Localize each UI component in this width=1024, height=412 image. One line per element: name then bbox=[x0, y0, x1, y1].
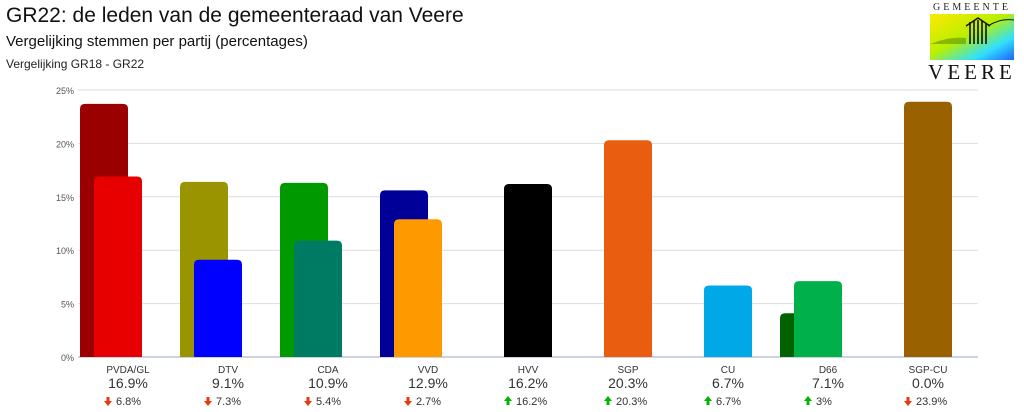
x-tick-label: CU bbox=[721, 365, 735, 376]
change-label: 2.7% bbox=[416, 396, 441, 408]
value-label: 6.7% bbox=[712, 375, 744, 391]
x-tick-label: CDA bbox=[317, 365, 338, 376]
x-tick-label: SGP-CU bbox=[909, 365, 948, 376]
chart-title: GR22: de leden van de gemeenteraad van V… bbox=[6, 4, 464, 27]
change-label: 16.2% bbox=[516, 396, 547, 408]
y-tick-label: 15% bbox=[56, 193, 74, 203]
logo-bottom-text: VEERE bbox=[928, 60, 1016, 84]
change-label: 23.9% bbox=[916, 396, 947, 408]
arrow-down-icon bbox=[304, 397, 312, 406]
logo-emblem-icon bbox=[930, 14, 1014, 60]
value-label: 20.3% bbox=[608, 375, 648, 391]
y-tick-label: 5% bbox=[61, 300, 74, 310]
arrow-up-icon bbox=[504, 396, 512, 405]
y-tick-label: 10% bbox=[56, 246, 74, 256]
arrow-up-icon bbox=[804, 396, 812, 405]
change-label: 6.8% bbox=[116, 396, 141, 408]
arrow-up-icon bbox=[704, 396, 712, 405]
value-label: 7.1% bbox=[812, 375, 844, 391]
x-tick-label: SGP bbox=[617, 365, 638, 376]
change-label: 7.3% bbox=[216, 396, 241, 408]
arrow-up-icon bbox=[604, 396, 612, 405]
value-label: 16.2% bbox=[508, 375, 548, 391]
bar bbox=[194, 259, 242, 357]
bar bbox=[94, 176, 142, 357]
bar bbox=[504, 183, 552, 357]
change-label: 6.7% bbox=[716, 396, 741, 408]
change-label: 5.4% bbox=[316, 396, 341, 408]
bar bbox=[904, 101, 952, 357]
x-tick-label: PVDA/GL bbox=[106, 365, 150, 376]
arrow-down-icon bbox=[104, 397, 112, 406]
arrow-down-icon bbox=[404, 397, 412, 406]
bar bbox=[294, 240, 342, 357]
bar bbox=[394, 219, 442, 357]
y-tick-label: 0% bbox=[61, 353, 74, 363]
x-tick-label: D66 bbox=[819, 365, 838, 376]
logo-top-text: GEMEENTE bbox=[933, 2, 1011, 13]
x-tick-label: HVV bbox=[518, 365, 539, 376]
comparison-label: Vergelijking GR18 - GR22 bbox=[6, 57, 145, 71]
value-label: 12.9% bbox=[408, 375, 448, 391]
x-tick-label: VVD bbox=[418, 365, 439, 376]
y-tick-label: 20% bbox=[56, 139, 74, 149]
value-label: 9.1% bbox=[212, 375, 244, 391]
chart-subtitle: Vergelijking stemmen per partij (percent… bbox=[6, 33, 308, 50]
bar bbox=[794, 281, 842, 357]
value-label: 16.9% bbox=[108, 375, 148, 391]
change-label: 20.3% bbox=[616, 396, 647, 408]
arrow-down-icon bbox=[204, 397, 212, 406]
bar bbox=[704, 285, 752, 357]
x-tick-label: DTV bbox=[218, 365, 238, 376]
change-label: 3% bbox=[816, 396, 832, 408]
y-tick-label: 25% bbox=[56, 86, 74, 96]
veere-logo: GEMEENTE VEERE bbox=[922, 0, 1022, 84]
arrow-down-icon bbox=[904, 397, 912, 406]
bar bbox=[604, 140, 652, 357]
value-label: 0.0% bbox=[912, 375, 944, 391]
value-label: 10.9% bbox=[308, 375, 348, 391]
